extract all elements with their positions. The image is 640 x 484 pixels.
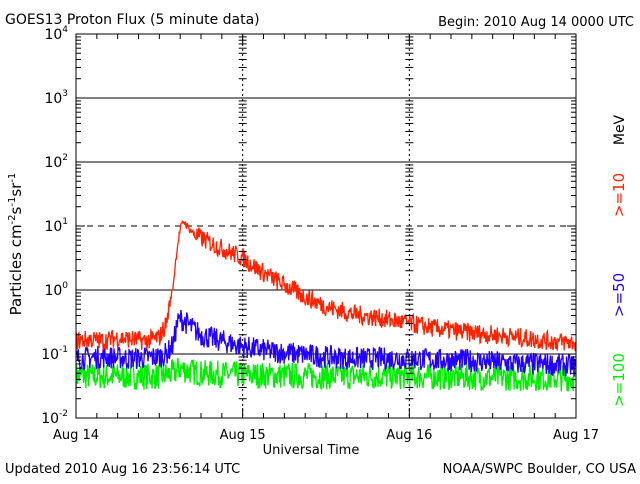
y-tick-label: 100	[44, 281, 68, 299]
x-axis: Aug 14 Aug 15 Aug 16 Aug 17	[53, 34, 599, 443]
energy-label: >=10	[610, 173, 628, 217]
y-tick-label: 104	[44, 25, 68, 43]
energy-legend: MeV >=10 >=50 >=100	[610, 114, 628, 406]
y-axis: 10-2 10-1 100 101 102 103 104	[41, 25, 576, 427]
series-line-10mev	[75, 220, 577, 352]
series-line-100mev	[75, 357, 577, 392]
x-tick-label: Aug 15	[220, 428, 266, 443]
updated-timestamp: Updated 2010 Aug 16 23:56:14 UTC	[5, 462, 240, 477]
credit-label: NOAA/SWPC Boulder, CO USA	[443, 462, 636, 477]
x-tick-label: Aug 16	[386, 428, 432, 443]
energy-label: >=100	[610, 353, 628, 407]
energy-unit-label: MeV	[612, 114, 628, 145]
y-tick-label: 103	[44, 89, 68, 107]
svg-text:Particles cm-2s-1sr-1: Particles cm-2s-1sr-1	[7, 173, 25, 316]
y-axis-title: Particles cm-2s-1sr-1	[7, 173, 25, 316]
y-tick-label: 10-2	[41, 409, 68, 427]
x-axis-title: Universal Time	[263, 443, 360, 458]
y-tick-label: 101	[44, 217, 68, 235]
series-lines	[75, 220, 577, 392]
energy-label: >=50	[610, 273, 628, 317]
y-tick-label: 102	[44, 153, 68, 171]
y-axis-title-text: Particles cm-2s-1sr-1	[7, 173, 25, 316]
x-tick-label: Aug 14	[53, 428, 99, 443]
y-tick-label: 10-1	[41, 345, 68, 363]
chart-title: GOES13 Proton Flux (5 minute data)	[5, 12, 260, 28]
begin-time-label: Begin: 2010 Aug 14 0000 UTC	[438, 15, 634, 30]
x-tick-label: Aug 17	[553, 428, 599, 443]
series-line-50mev	[75, 309, 577, 377]
